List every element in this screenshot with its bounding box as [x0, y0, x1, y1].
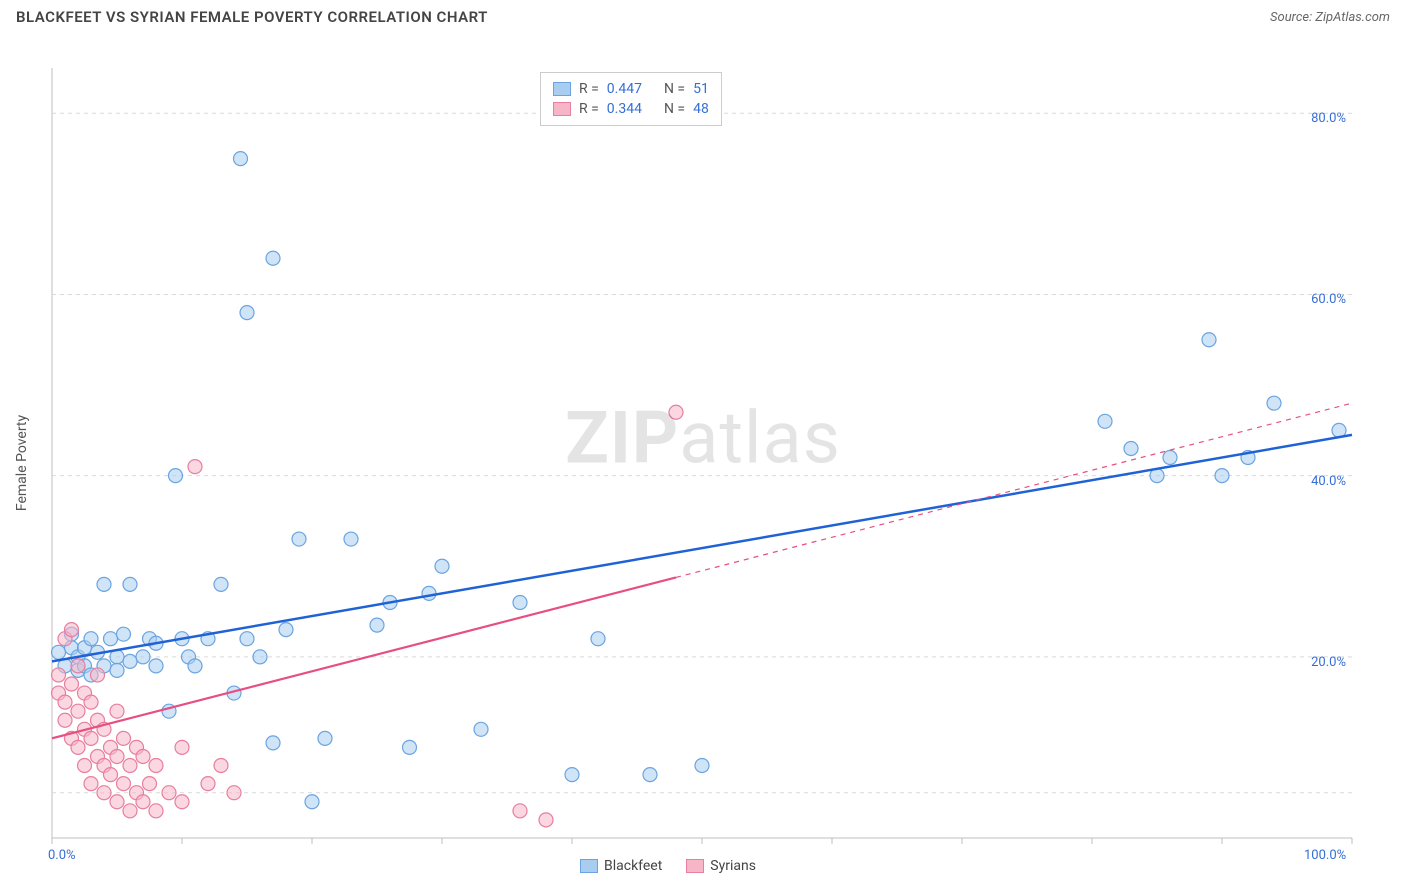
- legend-row: R = 0.447 N = 51: [553, 79, 709, 99]
- correlation-legend: R = 0.447 N = 51 R = 0.344 N = 48: [540, 72, 722, 126]
- chart-container: Female Poverty ZIPatlas R =0.447N =51R =…: [0, 30, 1406, 880]
- legend-n-label: N =: [664, 81, 685, 97]
- chart-title: BLACKFEET VS SYRIAN FEMALE POVERTY CORRE…: [16, 8, 488, 26]
- y-tick-label: 60.0%: [1311, 292, 1346, 307]
- series-legend-item: Syrians: [686, 858, 756, 874]
- legend-swatch: [553, 82, 571, 96]
- series-name: Syrians: [710, 858, 756, 874]
- legend-row: R = 0.344 N = 48: [553, 99, 709, 119]
- source-attribution: Source: ZipAtlas.com: [1270, 10, 1390, 25]
- legend-n-label: N =: [664, 101, 685, 117]
- y-tick-label: 80.0%: [1311, 111, 1346, 126]
- legend-r-label: R =: [579, 101, 599, 117]
- y-axis-label: Female Poverty: [14, 415, 30, 511]
- legend-n-value: 48: [693, 101, 709, 117]
- legend-swatch: [686, 859, 704, 873]
- y-tick-label: 20.0%: [1311, 655, 1346, 670]
- legend-swatch: [580, 859, 598, 873]
- legend-r-label: R =: [579, 81, 599, 97]
- series-name: Blackfeet: [604, 858, 662, 874]
- x-tick-label: 0.0%: [48, 848, 76, 863]
- x-tick-label: 100.0%: [1304, 848, 1346, 863]
- legend-n-value: 51: [693, 81, 709, 97]
- scatter-chart: [0, 30, 1406, 880]
- legend-r-value: 0.447: [607, 81, 642, 97]
- legend-swatch: [553, 102, 571, 116]
- series-legend: Blackfeet Syrians: [580, 858, 756, 874]
- y-tick-label: 40.0%: [1311, 474, 1346, 489]
- legend-r-value: 0.344: [607, 101, 642, 117]
- series-legend-item: Blackfeet: [580, 858, 662, 874]
